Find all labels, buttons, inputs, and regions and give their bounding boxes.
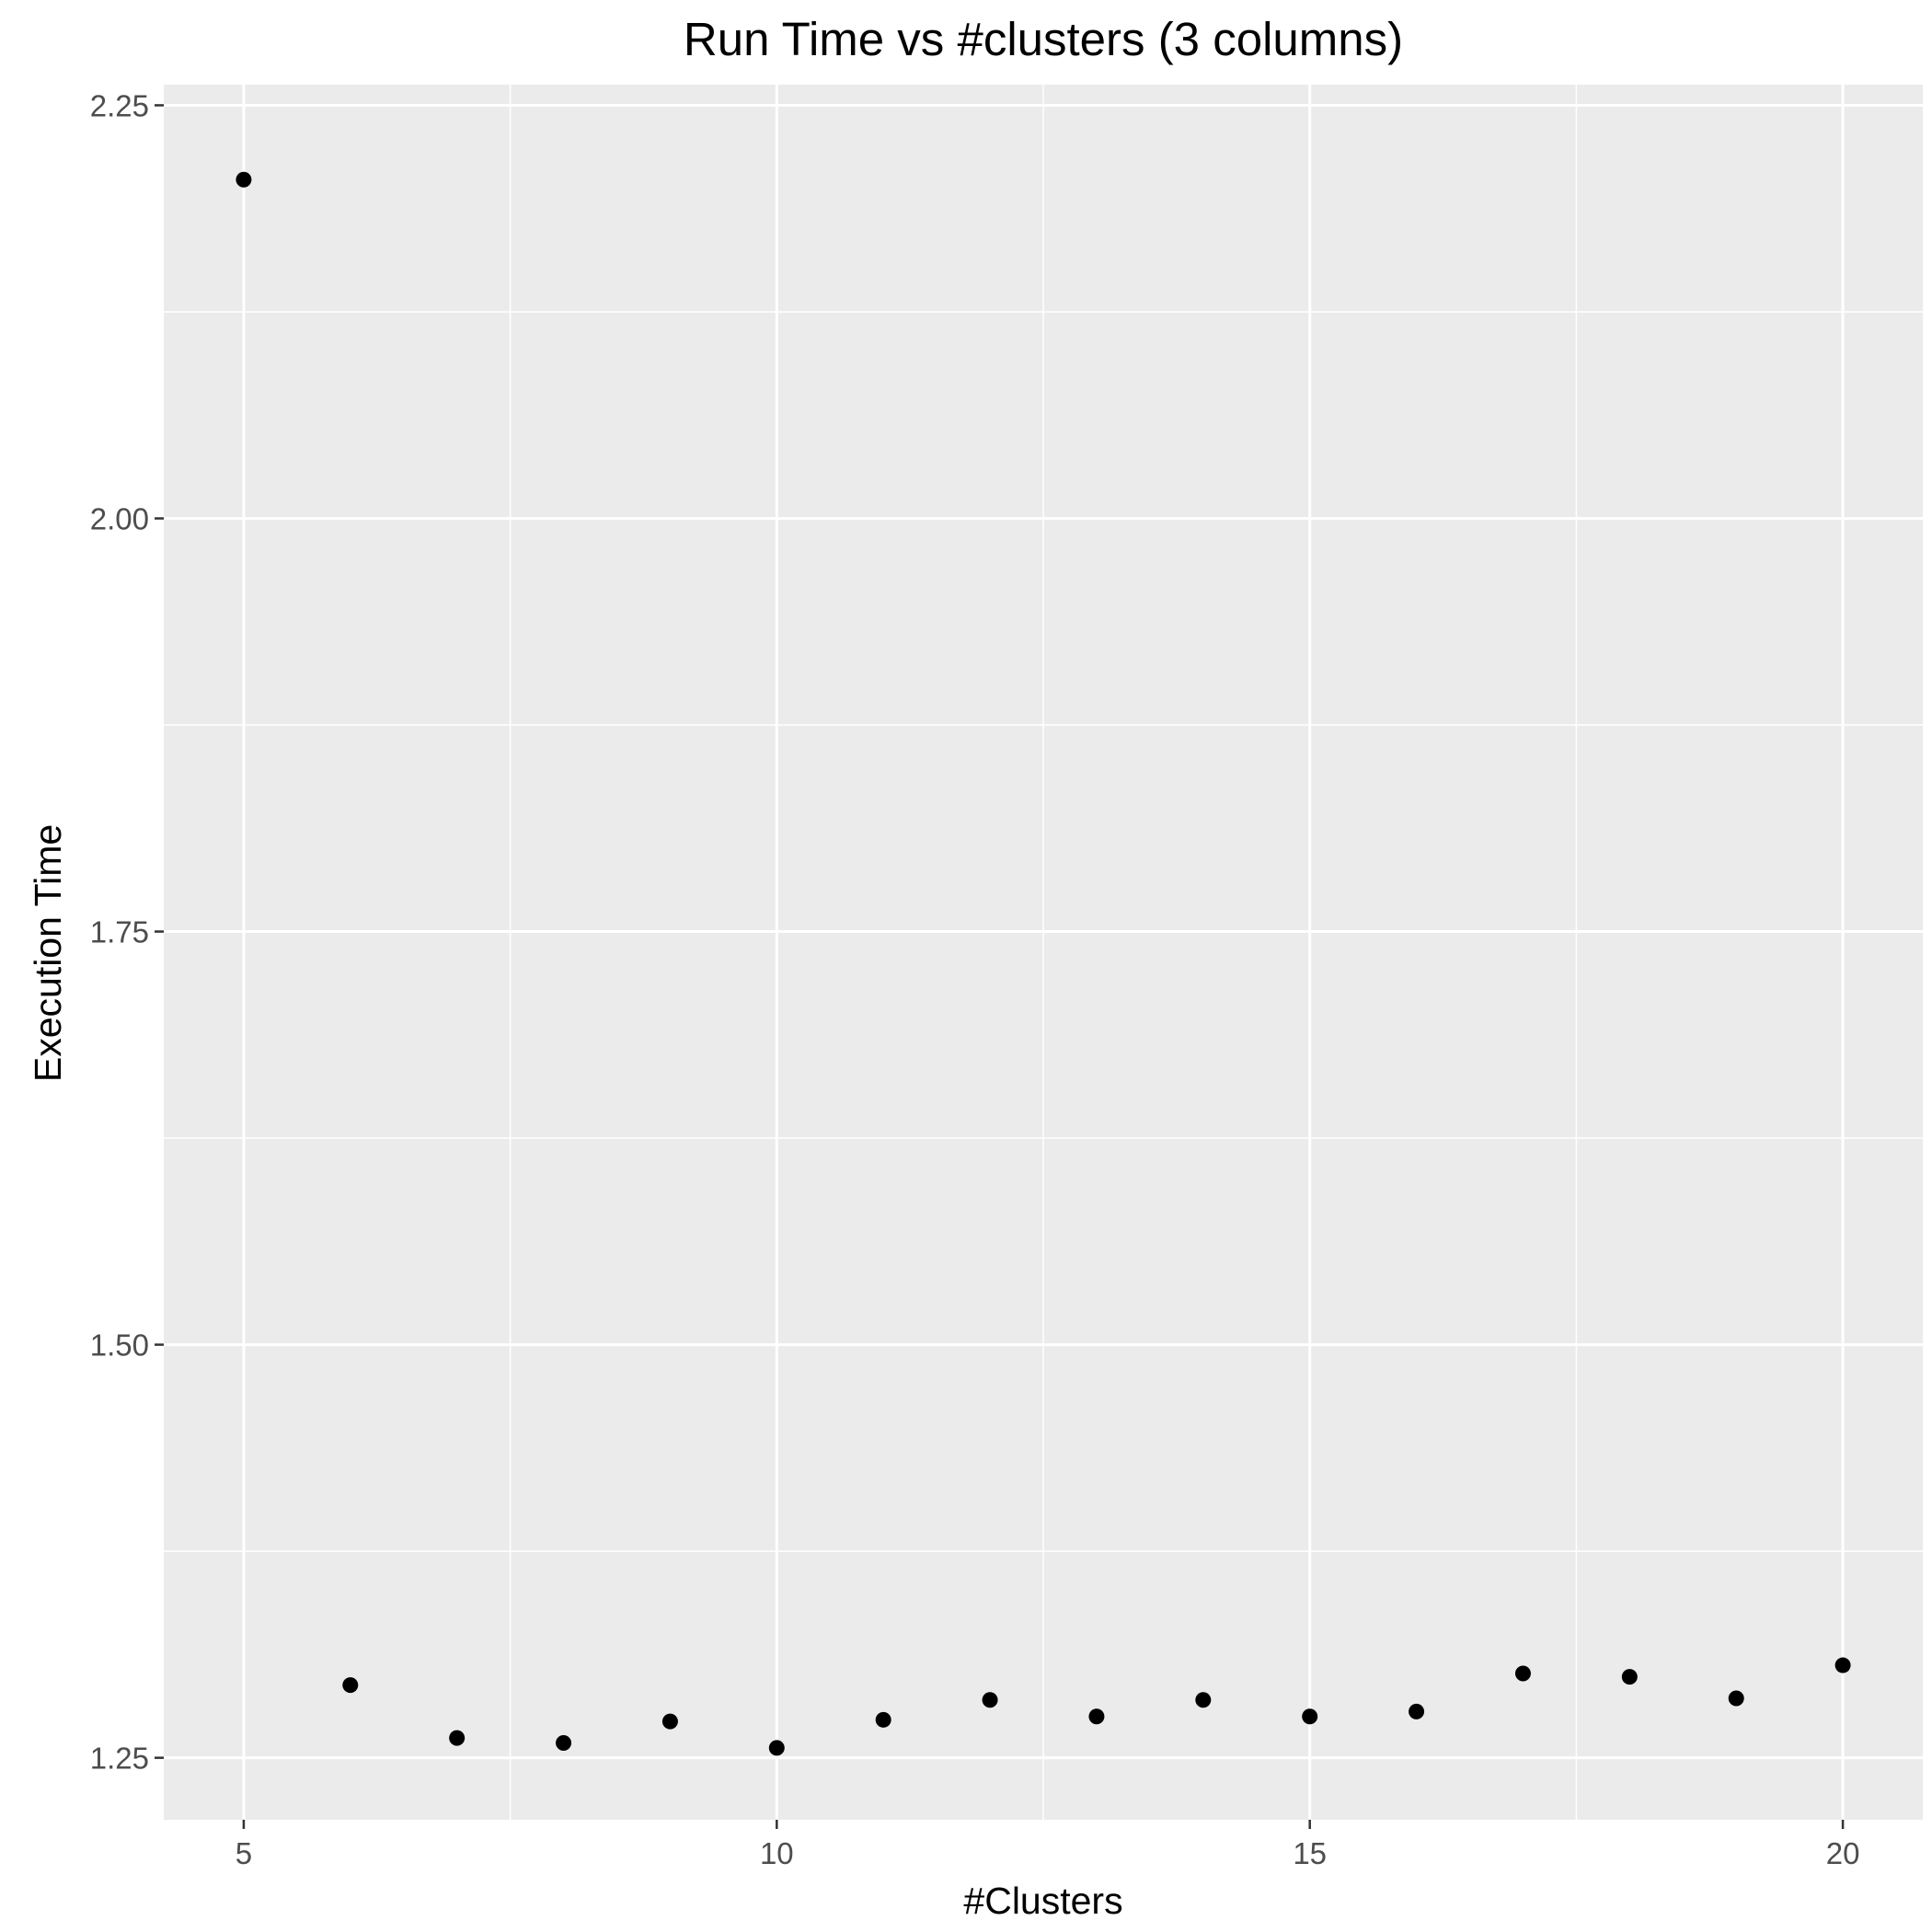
data-point bbox=[1302, 1708, 1318, 1725]
y-tick-label: 1.25 bbox=[90, 1742, 149, 1776]
y-tick-label: 1.50 bbox=[90, 1328, 149, 1363]
data-point bbox=[768, 1740, 785, 1756]
data-point bbox=[1409, 1703, 1425, 1719]
data-point bbox=[556, 1734, 572, 1751]
data-point bbox=[982, 1692, 998, 1708]
data-point bbox=[875, 1711, 891, 1728]
data-point bbox=[661, 1713, 678, 1730]
data-points bbox=[236, 171, 1851, 1756]
x-tick-label: 5 bbox=[236, 1836, 252, 1870]
y-axis: 1.25 1.50 1.75 2.00 2.25 bbox=[90, 88, 164, 1776]
y-tick-label: 2.00 bbox=[90, 502, 149, 536]
minor-gridlines bbox=[164, 85, 1923, 1820]
x-tick-label: 20 bbox=[1826, 1836, 1860, 1870]
data-point bbox=[1195, 1692, 1212, 1708]
y-axis-title: Execution Time bbox=[27, 824, 69, 1082]
x-axis: 5 10 15 20 bbox=[236, 1820, 1860, 1870]
data-point bbox=[1834, 1657, 1851, 1673]
major-gridlines bbox=[164, 85, 1923, 1820]
data-point bbox=[449, 1730, 466, 1746]
data-point bbox=[1514, 1665, 1531, 1682]
x-axis-title: #Clusters bbox=[963, 1880, 1122, 1922]
data-point bbox=[1728, 1690, 1744, 1707]
data-point bbox=[342, 1677, 359, 1694]
x-tick-label: 10 bbox=[760, 1836, 794, 1870]
chart-title: Run Time vs #clusters (3 columns) bbox=[684, 13, 1403, 65]
data-point bbox=[236, 171, 252, 188]
y-tick-label: 1.75 bbox=[90, 915, 149, 949]
x-tick-label: 15 bbox=[1293, 1836, 1327, 1870]
data-point bbox=[1088, 1708, 1105, 1725]
data-point bbox=[1621, 1669, 1638, 1685]
y-tick-label: 2.25 bbox=[90, 88, 149, 122]
